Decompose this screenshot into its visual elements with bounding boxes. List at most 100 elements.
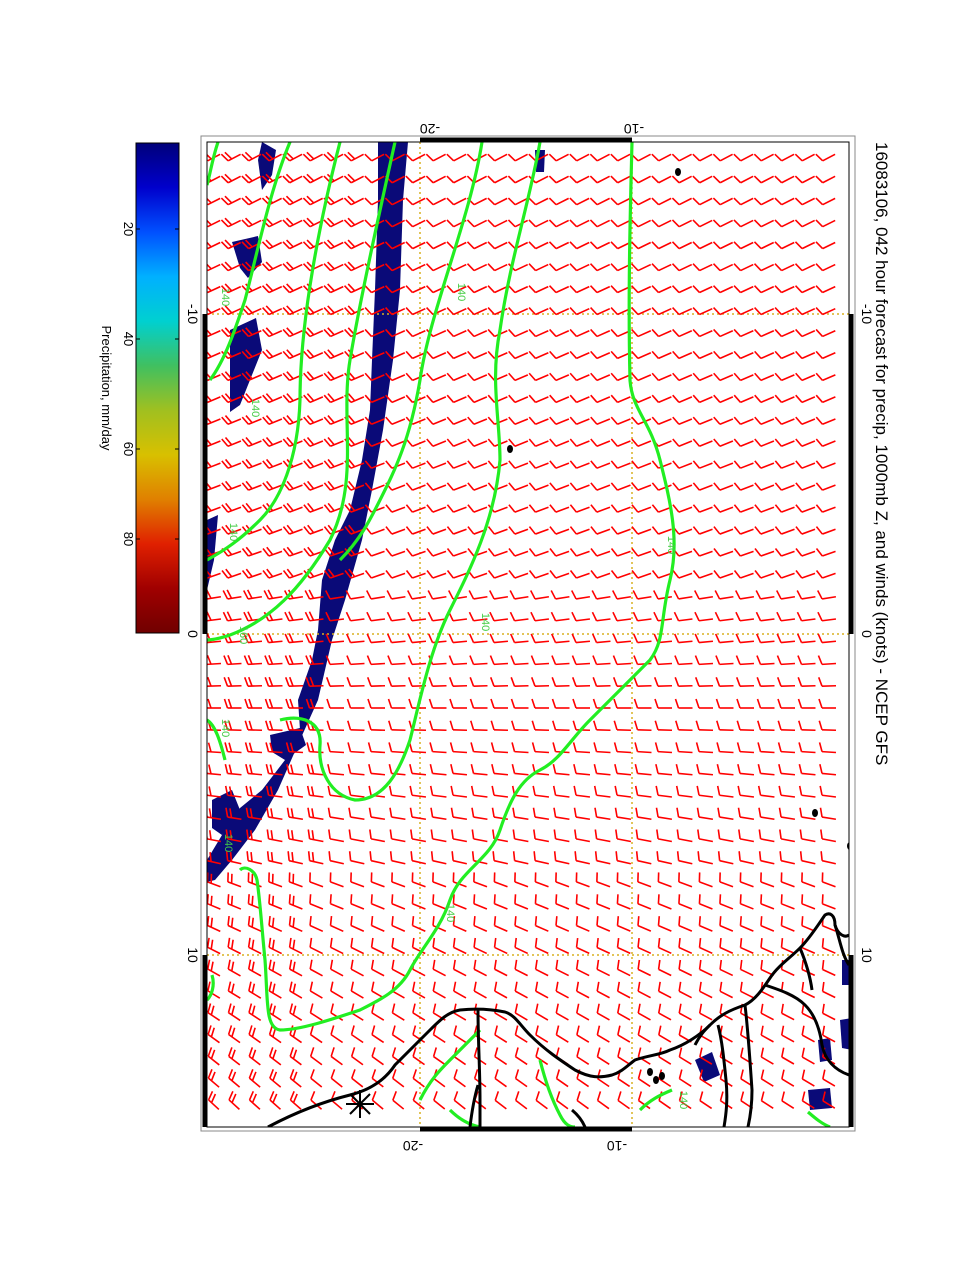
wind-barb	[508, 482, 529, 491]
wind-barb	[576, 1091, 589, 1110]
wind-barb	[613, 698, 631, 709]
wind-barb	[432, 872, 447, 888]
wind-barb	[692, 306, 713, 316]
wind-barb	[740, 1069, 754, 1087]
wind-barb	[678, 981, 692, 999]
wind-barb	[451, 851, 467, 865]
wind-barb	[590, 416, 611, 426]
wind-barb	[391, 1003, 405, 1021]
wind-barb	[384, 241, 406, 250]
wind-barb	[535, 1069, 549, 1088]
wind-barb	[323, 261, 344, 272]
wind-barb	[631, 569, 652, 579]
wind-barb	[819, 764, 837, 776]
wind-barb	[391, 937, 406, 955]
wind-barb	[425, 175, 446, 184]
map-title: 16083106, 042 hour forecast for precip, …	[872, 142, 891, 765]
wind-barb	[719, 894, 734, 910]
wind-barb	[248, 1003, 262, 1022]
wind-barb	[774, 460, 795, 469]
wind-barb	[589, 241, 611, 250]
wind-barb	[671, 153, 692, 162]
wind-barb	[384, 197, 406, 206]
wind-barb	[412, 1069, 425, 1088]
wind-barb	[774, 306, 795, 316]
contour-label: 160	[237, 626, 249, 644]
wind-barb	[815, 263, 836, 272]
wind-barb	[514, 894, 529, 910]
wind-barb	[616, 894, 631, 910]
wind-barb	[512, 807, 529, 821]
wind-barb	[266, 851, 283, 865]
wind-barb	[323, 568, 344, 579]
wind-barb	[207, 829, 222, 843]
wind-barb	[569, 416, 590, 426]
wind-barb	[697, 851, 713, 865]
wind-barb	[799, 807, 816, 821]
wind-barb	[405, 438, 426, 447]
wind-barb	[220, 217, 242, 228]
wind-barb	[712, 306, 734, 316]
wind-barb	[735, 633, 755, 644]
wind-barb	[386, 611, 406, 622]
wind-barb	[815, 504, 836, 513]
wind-barb	[610, 394, 631, 404]
wind-barb	[635, 829, 652, 843]
wind-barb	[344, 502, 365, 513]
wind-barb	[227, 872, 242, 888]
wind-barb	[590, 328, 611, 338]
wind-barb	[672, 460, 693, 469]
coastline-segment	[693, 1023, 712, 1046]
wind-barb	[549, 460, 570, 469]
wind-barb	[343, 151, 364, 162]
wind-barb	[366, 633, 386, 644]
wind-barb	[405, 285, 426, 294]
wind-barb	[534, 937, 549, 955]
wind-barb	[367, 742, 386, 754]
wind-barb	[596, 937, 611, 955]
wind-barb	[795, 394, 816, 404]
wind-barb	[245, 764, 263, 776]
wind-barb	[795, 328, 816, 338]
wind-barb	[266, 829, 283, 843]
wind-barb	[815, 241, 836, 250]
wind-barb	[795, 350, 816, 360]
wind-barb	[248, 1047, 261, 1066]
wind-barb	[569, 569, 590, 579]
wind-barb	[309, 894, 324, 910]
wind-barb	[347, 764, 365, 776]
wind-barb	[571, 611, 591, 622]
wind-barb	[754, 328, 775, 338]
wind-barb	[488, 590, 509, 600]
wind-barb	[656, 851, 672, 865]
precip-area	[695, 1052, 720, 1082]
wind-barb	[487, 548, 508, 557]
wind-barb	[449, 698, 467, 709]
wind-barb	[733, 350, 754, 360]
wind-barb	[671, 306, 693, 316]
wind-barb	[696, 764, 714, 776]
colorbar-tick-label: 20	[121, 222, 136, 236]
wind-barb	[614, 807, 632, 821]
wind-barb	[713, 482, 734, 491]
wind-barb	[364, 350, 385, 360]
wind-barb	[407, 611, 427, 622]
wind-barb	[655, 807, 673, 821]
wind-barb	[801, 981, 816, 999]
wind-barb	[262, 524, 283, 535]
wind-barb	[590, 569, 611, 579]
wind-barb	[653, 677, 673, 687]
wind-barb	[596, 1047, 610, 1065]
wind-barb	[241, 436, 262, 447]
wind-barb	[343, 217, 365, 228]
wind-barb	[385, 548, 406, 557]
wind-barb	[384, 285, 406, 294]
wind-barb	[491, 764, 509, 776]
wind-barb	[678, 959, 693, 977]
wind-barb	[594, 807, 611, 821]
wind-barb	[289, 1069, 302, 1088]
wind-barb	[795, 460, 816, 469]
wind-barb	[551, 655, 570, 666]
wind-barb	[426, 372, 447, 382]
wind-barb	[610, 328, 631, 338]
